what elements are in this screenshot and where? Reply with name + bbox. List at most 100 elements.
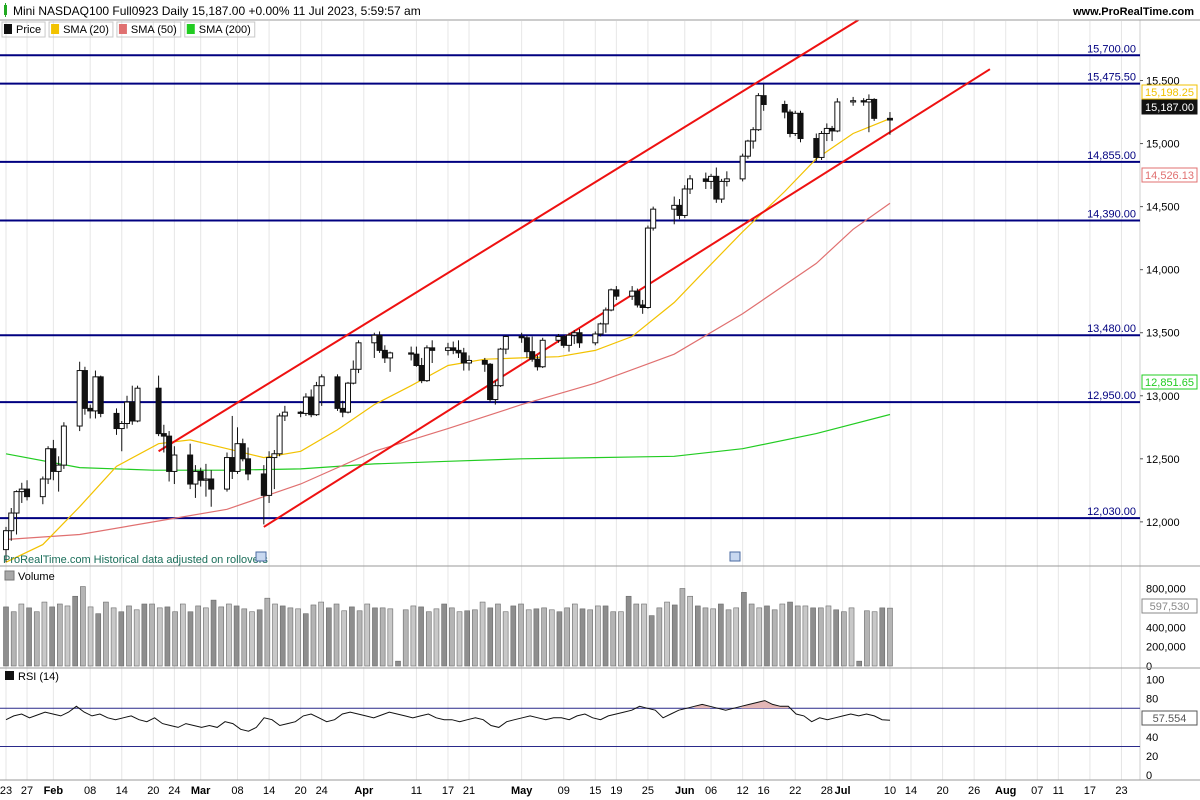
volume-bars bbox=[3, 586, 893, 667]
price-panel[interactable] bbox=[0, 20, 1140, 566]
x-tick-label: 08 bbox=[231, 785, 243, 797]
volume-bar bbox=[3, 606, 9, 667]
candle bbox=[92, 370, 99, 419]
legend-item[interactable]: SMA (20) bbox=[48, 21, 114, 38]
volume-title[interactable]: Volume bbox=[4, 570, 55, 583]
volume-bar bbox=[764, 605, 770, 667]
volume-bar bbox=[633, 603, 640, 667]
x-tick-label: Jun bbox=[675, 785, 695, 797]
candle-body bbox=[560, 336, 567, 346]
candle-body bbox=[339, 407, 346, 413]
rsi-panel[interactable] bbox=[0, 668, 1140, 780]
calendar-icon-2[interactable] bbox=[729, 551, 741, 562]
candle-body bbox=[166, 435, 173, 472]
candle-body bbox=[50, 448, 57, 472]
candle-body bbox=[502, 336, 509, 350]
x-tick-label: 14 bbox=[116, 785, 128, 797]
value-badge-box bbox=[1141, 99, 1198, 115]
volume-bar bbox=[556, 611, 563, 667]
candle-body bbox=[629, 290, 636, 297]
volume-panel[interactable] bbox=[0, 566, 1140, 668]
volume-bar bbox=[172, 611, 178, 667]
legend-frame bbox=[48, 21, 114, 38]
candle-body bbox=[266, 457, 273, 496]
candle-body bbox=[418, 365, 425, 382]
candle bbox=[760, 84, 767, 111]
volume-bar bbox=[856, 660, 863, 667]
candle-body bbox=[355, 342, 362, 370]
candle-body bbox=[113, 412, 120, 430]
candle bbox=[497, 347, 504, 387]
candle bbox=[45, 446, 52, 485]
volume-bar bbox=[741, 592, 747, 667]
volume-tick-label: 0 bbox=[1146, 661, 1152, 673]
level-label: 15,700.00 bbox=[1087, 43, 1136, 55]
calendar-icon[interactable] bbox=[255, 551, 267, 562]
candle bbox=[60, 422, 67, 469]
volume-bar bbox=[187, 611, 194, 667]
candle bbox=[187, 443, 194, 490]
volume-bar bbox=[864, 610, 870, 667]
candle bbox=[223, 452, 230, 492]
rsi-title[interactable]: RSI (14) bbox=[5, 671, 59, 683]
volume-bar bbox=[49, 606, 55, 667]
candle-body bbox=[350, 368, 357, 384]
candle-body bbox=[234, 443, 241, 472]
sma20-line bbox=[5, 118, 891, 563]
volume-bar bbox=[95, 613, 102, 667]
price-tick-label: 13,500 bbox=[1146, 328, 1180, 340]
x-tick-label: 24 bbox=[168, 785, 180, 797]
candle-body bbox=[87, 407, 94, 412]
value-badges: 15,198.25 15,187.00 14,526.13 12,851.65 597,… bbox=[1141, 84, 1198, 726]
candle bbox=[113, 408, 120, 435]
x-tick-label: 12 bbox=[737, 785, 749, 797]
candle-body bbox=[566, 334, 572, 346]
candle bbox=[681, 185, 688, 218]
x-tick-label: 08 bbox=[84, 785, 96, 797]
x-tick-label: 09 bbox=[558, 785, 570, 797]
rsi-tick-label: 20 bbox=[1146, 751, 1158, 763]
value-badge: 14,526.13 bbox=[1141, 167, 1198, 183]
x-tick-label: Apr bbox=[354, 785, 374, 797]
volume-bar bbox=[226, 603, 232, 667]
candle bbox=[786, 109, 793, 138]
volume-bar bbox=[802, 605, 809, 667]
calendar-icon-body bbox=[729, 551, 741, 562]
level-label: 15,475.50 bbox=[1087, 72, 1136, 84]
legend-label: SMA (200) bbox=[199, 24, 251, 36]
candle-body bbox=[76, 370, 83, 427]
legend-item[interactable]: SMA (200) bbox=[184, 21, 256, 38]
candle-body bbox=[187, 454, 194, 485]
candle-body bbox=[755, 95, 762, 131]
x-tick-label: 22 bbox=[789, 785, 801, 797]
volume-bar bbox=[310, 604, 317, 667]
candle-body bbox=[597, 323, 604, 335]
rsi-tick-label: 40 bbox=[1146, 732, 1158, 744]
candle-body bbox=[39, 478, 46, 498]
candle bbox=[345, 381, 352, 414]
legend[interactable]: Price SMA (20) SMA (50) SMA (200) bbox=[1, 21, 256, 38]
volume-bar bbox=[725, 609, 732, 667]
x-tick-label: 23 bbox=[0, 785, 12, 797]
candle bbox=[134, 385, 141, 423]
candle-body bbox=[239, 443, 246, 460]
candle bbox=[13, 490, 20, 535]
candle bbox=[566, 332, 572, 352]
candle-body bbox=[134, 387, 141, 422]
candle bbox=[597, 322, 604, 337]
candle bbox=[834, 98, 841, 133]
candle-body bbox=[18, 488, 25, 493]
candle bbox=[8, 507, 15, 541]
candle bbox=[318, 374, 325, 406]
volume-bar bbox=[57, 603, 63, 667]
legend-item[interactable]: SMA (50) bbox=[116, 21, 182, 38]
legend-label: SMA (20) bbox=[63, 24, 109, 36]
volume-bar bbox=[694, 605, 701, 667]
volume-bar bbox=[195, 605, 201, 667]
x-tick-label: 28 bbox=[821, 785, 833, 797]
candle bbox=[50, 439, 57, 481]
candle-body bbox=[13, 491, 20, 514]
legend-item[interactable]: Price bbox=[1, 21, 46, 38]
header-icon[interactable] bbox=[4, 3, 7, 17]
volume-bar bbox=[203, 607, 209, 667]
